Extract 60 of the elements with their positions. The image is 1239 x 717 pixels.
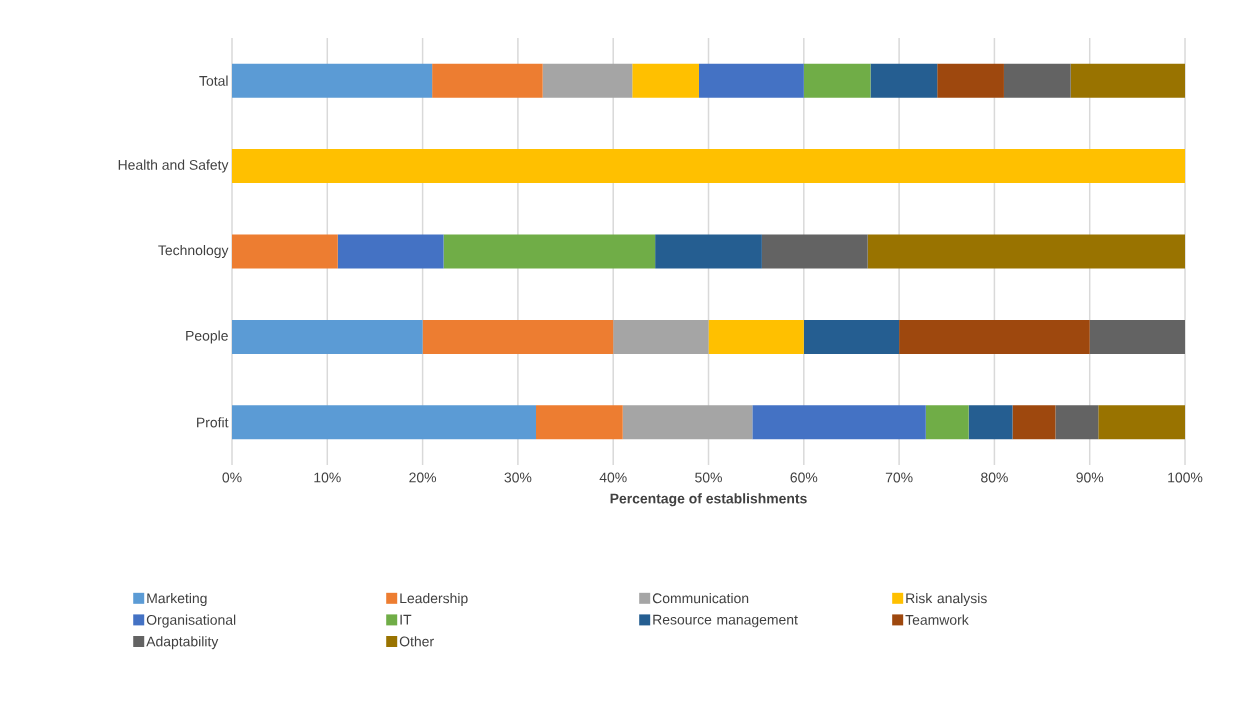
x-tick-label: 0% xyxy=(222,472,242,483)
bar xyxy=(613,319,709,354)
bar xyxy=(622,405,753,440)
bar xyxy=(542,63,633,98)
x-tick-label: 60% xyxy=(790,472,818,483)
bar xyxy=(536,405,623,440)
y-tick-label: Total xyxy=(199,75,228,86)
bar xyxy=(632,63,699,98)
bar xyxy=(422,319,614,354)
y-tick-label: Technology xyxy=(158,245,229,258)
legend-label: IT xyxy=(400,614,412,625)
bar xyxy=(937,63,1004,98)
bar xyxy=(337,234,444,269)
x-tick-label: 80% xyxy=(981,472,1008,483)
x-tick-label: 90% xyxy=(1076,472,1104,483)
bar xyxy=(899,319,1090,354)
bar xyxy=(1055,405,1099,440)
bar xyxy=(1089,319,1186,354)
legend-label: Organisational xyxy=(146,614,236,628)
bar xyxy=(968,405,1013,440)
x-tick-label: 100% xyxy=(1168,472,1203,483)
bar xyxy=(761,234,868,269)
y-tick-label: People xyxy=(186,330,228,344)
legend-label: Marketing xyxy=(147,593,207,607)
x-tick-label: 70% xyxy=(885,472,913,483)
legend-label: Leadership xyxy=(400,593,468,607)
legend-label: Adaptability xyxy=(146,636,219,650)
bar xyxy=(803,63,871,98)
bar xyxy=(870,63,938,98)
bar xyxy=(432,63,543,98)
y-tick-label: Health and Safety xyxy=(118,159,229,173)
bar xyxy=(232,149,1186,184)
x-tick-label: 20% xyxy=(409,472,437,483)
bar xyxy=(232,63,433,98)
bar xyxy=(1070,63,1186,98)
bar xyxy=(698,63,804,98)
bar xyxy=(1098,405,1186,440)
legend-label: Teamwork xyxy=(905,614,969,625)
y-tick-label: Profit xyxy=(197,417,229,428)
x-tick-label: 10% xyxy=(314,472,341,483)
x-tick-label: 40% xyxy=(599,472,627,483)
legend-label: Communication xyxy=(652,593,749,604)
x-tick-label: 50% xyxy=(695,472,722,483)
bar xyxy=(232,234,338,269)
bar xyxy=(708,319,804,354)
bar xyxy=(752,405,926,440)
bar xyxy=(925,405,969,440)
bar xyxy=(867,234,1186,269)
bar xyxy=(1012,405,1056,440)
x-tick-label: 30% xyxy=(504,472,532,483)
bar xyxy=(443,234,656,269)
legend-label: Other xyxy=(399,636,434,647)
bar xyxy=(803,319,900,354)
legend-label: Resource management xyxy=(653,614,798,628)
legend-label: Risk analysis xyxy=(906,593,987,607)
bar xyxy=(232,405,537,440)
bar xyxy=(1003,63,1071,98)
bar xyxy=(232,319,423,354)
x-axis-title: Percentage of establishments xyxy=(610,493,807,507)
bar xyxy=(655,234,762,269)
